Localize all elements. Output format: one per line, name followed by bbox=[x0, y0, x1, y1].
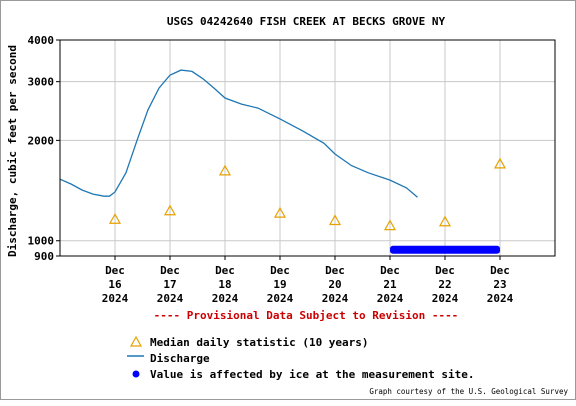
chart-title: USGS 04242640 FISH CREEK AT BECKS GROVE … bbox=[167, 15, 446, 28]
x-tick-label: 19 bbox=[273, 278, 286, 291]
legend-item-ice: Value is affected by ice at the measurem… bbox=[132, 368, 475, 381]
ice-series bbox=[390, 245, 500, 254]
median-point bbox=[383, 219, 397, 231]
x-tick-label: 2024 bbox=[432, 292, 459, 305]
discharge-series bbox=[59, 69, 418, 198]
legend: Median daily statistic (10 years) Discha… bbox=[127, 335, 475, 381]
legend-label-discharge: Discharge bbox=[150, 352, 210, 365]
median-series bbox=[108, 157, 507, 231]
median-point bbox=[218, 164, 232, 176]
x-tick-label: 16 bbox=[108, 278, 122, 291]
dot-icon bbox=[132, 370, 140, 378]
x-tick-label: 18 bbox=[218, 278, 231, 291]
x-axis: Dec162024Dec172024Dec182024Dec192024Dec2… bbox=[102, 256, 514, 305]
x-tick-label: 2024 bbox=[267, 292, 294, 305]
y-axis: 900 1000 2000 3000 4000 bbox=[28, 34, 60, 263]
x-tick-label: 2024 bbox=[487, 292, 514, 305]
x-tick-label: 22 bbox=[438, 278, 451, 291]
median-point bbox=[328, 214, 342, 226]
median-point bbox=[493, 157, 507, 169]
plot-area bbox=[59, 39, 556, 257]
y-tick-label: 2000 bbox=[28, 134, 55, 147]
ice-bar bbox=[390, 245, 500, 254]
discharge-line bbox=[59, 69, 418, 198]
x-tick-label: 2024 bbox=[212, 292, 239, 305]
x-tick-label: Dec bbox=[215, 264, 235, 277]
x-tick-label: Dec bbox=[270, 264, 290, 277]
x-tick-label: Dec bbox=[325, 264, 345, 277]
x-tick-label: 23 bbox=[493, 278, 506, 291]
x-tick-label: 2024 bbox=[102, 292, 129, 305]
y-tick-label: 1000 bbox=[28, 235, 55, 248]
median-point bbox=[108, 213, 122, 224]
x-tick-label: Dec bbox=[435, 264, 455, 277]
legend-item-discharge: Discharge bbox=[127, 352, 210, 365]
legend-label-ice: Value is affected by ice at the measurem… bbox=[150, 368, 475, 381]
legend-label-median: Median daily statistic (10 years) bbox=[150, 336, 369, 349]
usgs-credit: Graph courtesy of the U.S. Geological Su… bbox=[369, 387, 568, 396]
y-tick-label: 3000 bbox=[28, 76, 55, 89]
x-tick-label: 17 bbox=[163, 278, 176, 291]
x-tick-label: 2024 bbox=[157, 292, 184, 305]
legend-item-median: Median daily statistic (10 years) bbox=[129, 335, 369, 349]
x-tick-label: Dec bbox=[380, 264, 400, 277]
x-tick-label: 2024 bbox=[322, 292, 349, 305]
x-tick-label: Dec bbox=[105, 264, 125, 277]
median-point bbox=[163, 204, 177, 216]
x-tick-label: Dec bbox=[490, 264, 510, 277]
median-point bbox=[438, 215, 452, 227]
median-point bbox=[273, 206, 287, 218]
provisional-notice: ---- Provisional Data Subject to Revisio… bbox=[154, 309, 459, 322]
y-tick-label: 900 bbox=[34, 250, 54, 263]
x-tick-label: Dec bbox=[160, 264, 180, 277]
y-axis-label: Discharge, cubic feet per second bbox=[6, 45, 19, 257]
x-tick-label: 21 bbox=[383, 278, 397, 291]
x-tick-label: 20 bbox=[328, 278, 341, 291]
y-tick-label: 4000 bbox=[28, 34, 55, 47]
x-tick-label: 2024 bbox=[377, 292, 404, 305]
triangle-icon bbox=[129, 335, 143, 347]
